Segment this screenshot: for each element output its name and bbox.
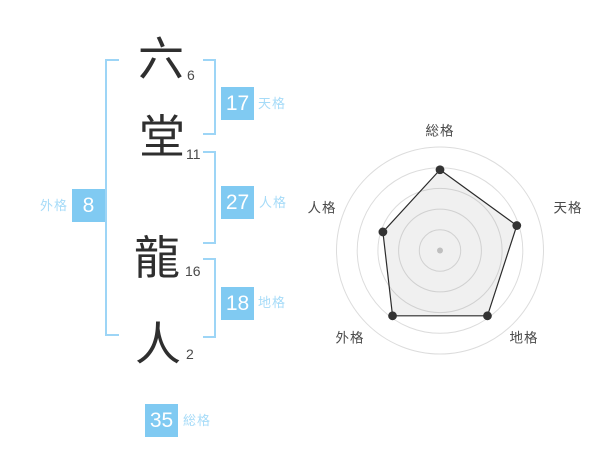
chikaku-bracket [203,258,216,338]
gaikaku-badge: 8 [72,189,105,222]
radar-grid-ring [336,146,544,355]
stroke-count-2: 11 [186,146,201,162]
name-character-2: 堂 [139,111,185,163]
jinkaku-badge: 27 [221,186,254,219]
radar-axis-label: 天格 [554,201,583,216]
soukaku-badge: 35 [145,404,178,437]
radar-data-polygon [382,168,518,317]
radar-center-dot [437,247,443,254]
radar-data-point [378,227,388,237]
stroke-count-1: 6 [187,67,195,83]
tenkaku-badge: 17 [221,87,254,120]
radar-data-point [388,311,397,321]
jinkaku-label: 人格 [259,195,288,210]
radar-axis-label: 地格 [510,331,539,346]
radar-axis-label: 人格 [308,201,337,216]
stroke-count-4: 2 [186,346,194,362]
radar-grid-ring [398,208,482,293]
radar-data-point [512,221,522,230]
name-character-1: 六 [138,33,184,85]
soukaku-label: 総格 [183,413,212,428]
jinkaku-bracket [203,151,216,244]
radar-grid-ring [377,187,503,314]
stroke-count-3: 16 [185,263,201,279]
radar-data-point [435,165,445,175]
name-character-4: 人 [135,318,181,370]
radar-axis-label: 総格 [426,124,455,139]
tenkaku-bracket [203,59,216,135]
radar-grid-ring [418,229,462,272]
gaikaku-label: 外格 [40,198,69,213]
name-character-3: 龍 [134,232,180,284]
radar-data-point [483,311,492,321]
chikaku-label: 地格 [258,295,287,310]
gaikaku-bracket [104,59,119,336]
tenkaku-label: 天格 [258,96,287,111]
radar-axis-label: 外格 [336,331,365,346]
chikaku-badge: 18 [221,287,254,320]
